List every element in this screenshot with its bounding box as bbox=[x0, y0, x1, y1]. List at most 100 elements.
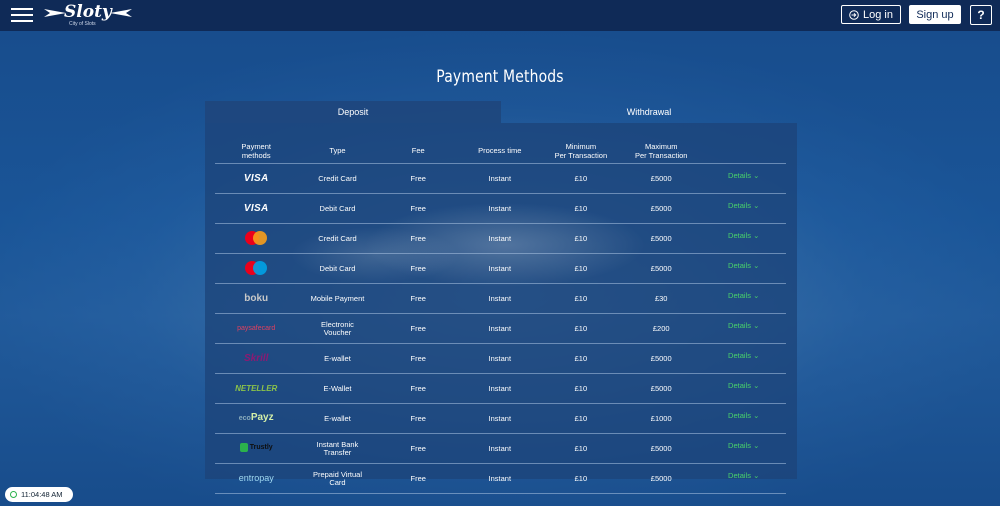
top-bar: Sloty City of Slots Log in Sign up ? bbox=[0, 0, 1000, 31]
chevron-down-icon: ⌄ bbox=[753, 230, 760, 240]
login-button[interactable]: Log in bbox=[841, 5, 901, 24]
details-toggle[interactable]: Details ⌄ bbox=[728, 440, 760, 450]
max-cell: £5000 bbox=[621, 433, 702, 464]
chevron-down-icon: ⌄ bbox=[753, 290, 760, 300]
details-toggle[interactable]: Details ⌄ bbox=[728, 230, 760, 240]
process-time-cell: Instant bbox=[458, 163, 541, 194]
chevron-down-icon: ⌄ bbox=[753, 440, 760, 450]
fee-cell: Free bbox=[377, 463, 459, 494]
login-icon bbox=[849, 9, 859, 20]
table-row: Skrill E-wallet Free Instant £10 £5000 D… bbox=[215, 343, 786, 374]
type-cell: Prepaid Virtual Card bbox=[297, 463, 378, 494]
min-cell: £10 bbox=[540, 343, 622, 374]
details-toggle[interactable]: Details ⌄ bbox=[728, 260, 760, 270]
chevron-down-icon: ⌄ bbox=[753, 320, 760, 330]
login-label: Log in bbox=[863, 8, 893, 21]
fee-cell: Free bbox=[377, 433, 459, 464]
help-button[interactable]: ? bbox=[970, 5, 992, 25]
clock-time: 11:04:48 AM bbox=[21, 490, 63, 499]
details-cell: Details ⌄ bbox=[701, 463, 786, 494]
menu-icon[interactable] bbox=[11, 8, 33, 23]
min-cell: £10 bbox=[540, 433, 622, 464]
table-row: NETELLER E-Wallet Free Instant £10 £5000… bbox=[215, 373, 786, 404]
type-cell: Electronic Voucher bbox=[297, 313, 378, 344]
details-toggle[interactable]: Details ⌄ bbox=[728, 320, 760, 330]
mastercard-logo bbox=[215, 223, 298, 254]
min-cell: £10 bbox=[540, 193, 622, 224]
chevron-down-icon: ⌄ bbox=[753, 410, 760, 420]
page-title: Payment Methods bbox=[436, 67, 564, 87]
visa-electron-logo: VISA bbox=[215, 193, 298, 224]
chevron-down-icon: ⌄ bbox=[753, 470, 760, 480]
details-cell: Details ⌄ bbox=[701, 433, 786, 464]
max-cell: £5000 bbox=[621, 343, 702, 374]
type-cell: Debit Card bbox=[297, 253, 378, 284]
min-cell: £10 bbox=[540, 403, 622, 434]
details-toggle[interactable]: Details ⌄ bbox=[728, 200, 760, 210]
process-time-cell: Instant bbox=[458, 373, 541, 404]
header-fee: Fee bbox=[377, 138, 459, 164]
min-cell: £10 bbox=[540, 283, 622, 314]
chevron-down-icon: ⌄ bbox=[753, 170, 760, 180]
payment-tabs: Deposit Withdrawal bbox=[205, 101, 797, 123]
type-cell: Credit Card bbox=[297, 163, 378, 194]
process-time-cell: Instant bbox=[458, 283, 541, 314]
details-toggle[interactable]: Details ⌄ bbox=[728, 170, 760, 180]
min-cell: £10 bbox=[540, 373, 622, 404]
details-cell: Details ⌄ bbox=[701, 343, 786, 374]
details-toggle[interactable]: Details ⌄ bbox=[728, 470, 760, 480]
table-row: Trustly Instant Bank Transfer Free Instan… bbox=[215, 433, 786, 464]
header-type: Type bbox=[297, 138, 378, 164]
details-toggle[interactable]: Details ⌄ bbox=[728, 350, 760, 360]
details-toggle[interactable]: Details ⌄ bbox=[728, 290, 760, 300]
tab-deposit[interactable]: Deposit bbox=[205, 101, 501, 123]
details-cell: Details ⌄ bbox=[701, 283, 786, 314]
process-time-cell: Instant bbox=[458, 463, 541, 494]
logo-text: Sloty bbox=[64, 2, 112, 22]
fee-cell: Free bbox=[377, 313, 459, 344]
fee-cell: Free bbox=[377, 253, 459, 284]
fee-cell: Free bbox=[377, 223, 459, 254]
max-cell: £5000 bbox=[621, 193, 702, 224]
boku-logo: boku bbox=[215, 283, 298, 314]
paysafecard-logo: paysafecard bbox=[215, 313, 298, 344]
entropay-logo: entropay bbox=[215, 463, 298, 494]
table-row: Debit Card Free Instant £10 £5000 Detail… bbox=[215, 253, 786, 284]
table-row: Credit Card Free Instant £10 £5000 Detai… bbox=[215, 223, 786, 254]
details-toggle[interactable]: Details ⌄ bbox=[728, 410, 760, 420]
tab-withdrawal[interactable]: Withdrawal bbox=[626, 107, 672, 117]
details-cell: Details ⌄ bbox=[701, 223, 786, 254]
max-cell: £5000 bbox=[621, 223, 702, 254]
session-clock: 11:04:48 AM bbox=[5, 487, 73, 502]
max-cell: £5000 bbox=[621, 163, 702, 194]
clock-icon bbox=[10, 491, 17, 498]
table-row: paysafecard Electronic Voucher Free Insta… bbox=[215, 313, 786, 344]
table-row: boku Mobile Payment Free Instant £10 £30… bbox=[215, 283, 786, 314]
logo-subtitle: City of Slots bbox=[69, 21, 96, 27]
type-cell: E-wallet bbox=[297, 343, 378, 374]
fee-cell: Free bbox=[377, 193, 459, 224]
max-cell: £5000 bbox=[621, 253, 702, 284]
logo-right-wing-icon bbox=[110, 9, 132, 17]
details-cell: Details ⌄ bbox=[701, 193, 786, 224]
logo-left-wing-icon bbox=[44, 9, 66, 17]
details-toggle[interactable]: Details ⌄ bbox=[728, 380, 760, 390]
max-cell: £5000 bbox=[621, 373, 702, 404]
table-row: VISA Credit Card Free Instant £10 £5000 … bbox=[215, 163, 786, 194]
fee-cell: Free bbox=[377, 283, 459, 314]
details-cell: Details ⌄ bbox=[701, 373, 786, 404]
max-cell: £5000 bbox=[621, 463, 702, 494]
fee-cell: Free bbox=[377, 343, 459, 374]
type-cell: Debit Card bbox=[297, 193, 378, 224]
type-cell: E-Wallet bbox=[297, 373, 378, 404]
process-time-cell: Instant bbox=[458, 433, 541, 464]
signup-button[interactable]: Sign up bbox=[909, 5, 961, 24]
table-row: entropay Prepaid Virtual Card Free Instan… bbox=[215, 463, 786, 494]
type-cell: E-wallet bbox=[297, 403, 378, 434]
table-row: VISA Debit Card Free Instant £10 £5000 D… bbox=[215, 193, 786, 224]
ecopayz-logo: ecoPayz bbox=[215, 403, 298, 434]
header-maximum: Maximum Per Transaction bbox=[621, 138, 702, 164]
site-logo[interactable]: Sloty City of Slots bbox=[44, 2, 132, 29]
details-cell: Details ⌄ bbox=[701, 253, 786, 284]
details-cell: Details ⌄ bbox=[701, 403, 786, 434]
